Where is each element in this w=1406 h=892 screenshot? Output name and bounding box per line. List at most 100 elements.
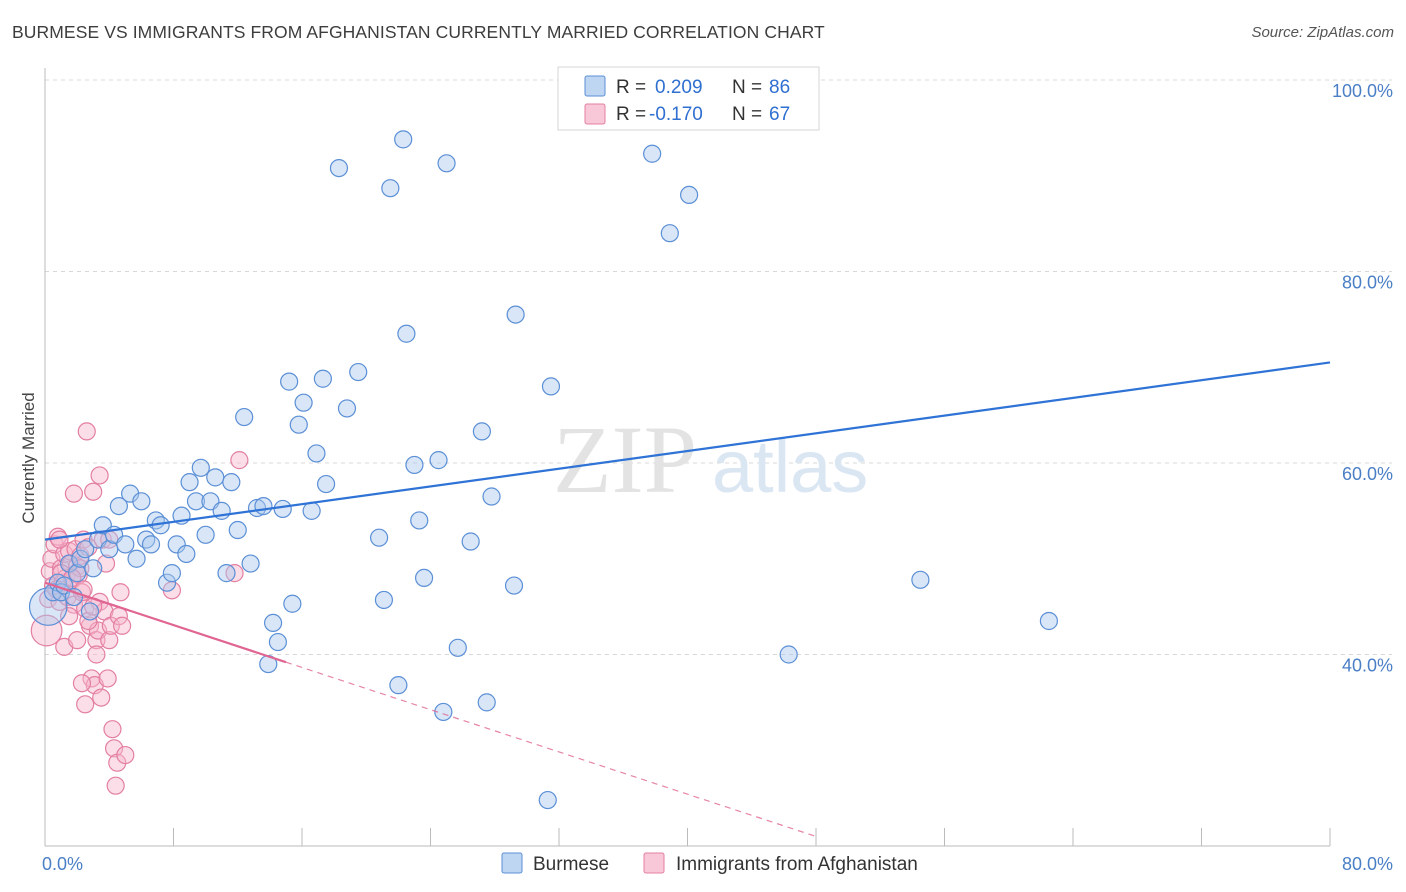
burmese-point [241,554,260,573]
afghan-point [104,739,124,758]
burmese-point [316,474,336,494]
burmese-point [779,645,798,664]
burmese-point [263,613,283,633]
afghan-point [72,674,92,693]
burmese-point [280,372,299,391]
burmese-point [660,224,679,243]
burmese-point [381,179,400,198]
x-tick-label: 80.0% [1342,854,1393,874]
burmese-point [196,525,215,544]
burmese-point [206,468,225,487]
afghan-point [106,776,125,795]
y-axis-label: Currently Married [19,392,38,523]
burmese-point [504,576,524,595]
afghan-point [103,720,122,739]
gridlines [45,79,1392,655]
legend-r-value-2: -0.170 [649,104,703,125]
burmese-point [141,535,161,554]
burmese-point [71,549,90,568]
burmese-point [294,393,313,412]
source-label: Source: ZipAtlas.com [1251,24,1394,41]
afghan-point [98,669,117,688]
legend-n-value-1: 86 [769,77,790,98]
y-tick-label: 60.0% [1342,464,1393,484]
bottom-legend-burmese: Burmese [533,854,609,875]
burmese-point [228,520,247,540]
legend-r-value-1: 0.209 [655,77,703,98]
bottom-legend-swatch-burmese [501,852,523,874]
burmese-point [177,544,196,564]
afghan-point [76,695,95,714]
burmese-point [273,499,292,519]
x-axis-tick-labels: 0.0% 80.0% [42,854,1393,874]
legend-swatch-afghan [584,103,606,125]
burmese-point [289,415,308,434]
burmese-point [389,676,408,695]
afghan-point [92,688,111,707]
afghan-point [87,645,106,664]
burmese-point [349,362,368,382]
burmese-point [437,154,456,173]
afghan-point [116,745,135,765]
burmese-point [307,444,326,463]
burmese-point [222,473,241,492]
legend-n-label-2: N = [732,104,762,125]
y-tick-label: 80.0% [1342,273,1393,293]
burmese-point [167,535,186,554]
legend-r-label-1: R = [616,77,646,98]
burmese-point [1039,611,1059,631]
burmese-trendline [44,361,1331,541]
x-axis-ticks [173,828,1331,846]
y-axis-tick-labels: 40.0% 60.0% 80.0% 100.0% [1332,81,1393,676]
burmese-point [217,564,236,583]
y-tick-label: 40.0% [1342,656,1393,676]
burmese-point [394,130,413,149]
afghan-point [111,583,130,602]
burmese-point [434,702,453,722]
burmese-point [127,549,146,568]
burmese-point [337,399,357,418]
burmese-point [313,369,332,388]
burmese-point [538,790,557,810]
burmese-point [461,532,480,551]
burmese-point [180,473,199,492]
trendlines [44,361,1331,837]
afghan-point [50,530,69,549]
stats-legend: R = 0.209 N = 86 R = -0.170 N = 67 [557,66,820,131]
bottom-legend-swatch-afghan [643,852,665,874]
burmese-point [680,185,699,204]
afghan-trendline [44,581,287,664]
burmese-point [28,587,68,626]
burmese-point [506,305,525,324]
series-legend: Burmese Immigrants from Afghanistan [501,852,918,875]
burmese-point [247,498,267,518]
burmese-point [268,632,288,652]
afghan-point [90,466,109,485]
burmese-point [132,492,151,511]
afghan-point [100,631,119,650]
burmese-point [429,451,448,470]
legend-n-label-1: N = [732,77,762,98]
burmese-point [911,570,930,589]
burmese-point [235,407,254,427]
afghan-point [230,451,249,470]
bottom-legend-afghan: Immigrants from Afghanistan [676,854,918,875]
burmese-point [116,535,135,554]
burmese-point [162,564,181,583]
burmese-point [109,496,128,516]
legend-r-label-2: R = [616,104,646,125]
afghan-point [68,631,87,650]
burmese-point [157,573,177,592]
afghan-trendline-extension [285,661,817,837]
x-tick-label: 0.0% [42,854,83,874]
burmese-point [541,377,561,396]
afghan-point [59,607,79,626]
burmese-point [643,144,662,163]
afghan-point [64,484,84,503]
burmese-point [448,638,467,657]
burmese-point [397,324,416,343]
watermark-atlas: atlas [712,425,868,508]
burmese-point [414,568,434,588]
burmese-point [374,590,394,610]
